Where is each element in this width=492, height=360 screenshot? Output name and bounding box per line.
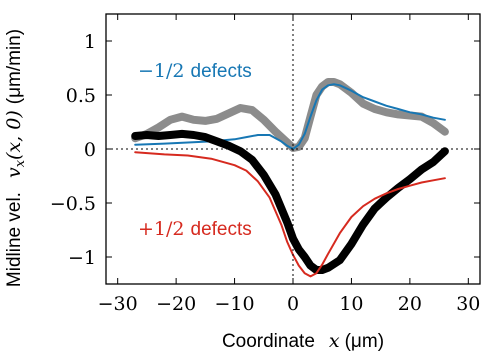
reference-lines [106, 14, 480, 284]
x-tick-label: −30 [98, 293, 138, 315]
annotation-minus-half-defects: −1/2 defects [138, 60, 252, 82]
y-tick-label: 1 [84, 31, 96, 53]
series-line-minus-half-experiment [131, 78, 449, 152]
annotation-minus-half-word: defects [191, 61, 252, 82]
axis-ticks: −30 −20 −10 0 10 20 30 −1 −0.5 0 0.5 1 [50, 14, 480, 315]
y-tick-label: −0.5 [50, 193, 96, 215]
series-line-minus-half-model [134, 83, 446, 150]
x-tick-label: 30 [456, 293, 480, 315]
series-layer [131, 78, 449, 278]
y-axis-label-args: (x, 0) [3, 110, 25, 160]
x-tick-label: −20 [156, 293, 196, 315]
y-axis-label-unit: (μm/min) [4, 29, 25, 104]
x-tick-label: 0 [287, 293, 299, 315]
annotation-plus-half-word: defects [191, 219, 252, 240]
series-line-plus-half-model [134, 151, 446, 278]
series-line-plus-half-experiment [131, 129, 449, 274]
y-tick-label: 0 [84, 139, 96, 161]
x-axis-label-text: Coordinate [222, 331, 315, 352]
x-tick-label: 20 [398, 293, 422, 315]
x-axis-label-math: x [329, 330, 340, 352]
annotation-plus-half-defects: +1/2 defects [138, 218, 252, 240]
x-tick-label: −10 [215, 293, 255, 315]
y-axis-label-math: v [3, 167, 25, 178]
x-axis-label: Coordinate x (μm) [222, 330, 384, 352]
annotation-minus-half-math: −1/2 [138, 60, 185, 82]
x-axis-label-unit: (μm) [345, 331, 384, 352]
y-axis-label-subscript: x [13, 159, 28, 167]
y-axis-label-text: Midline vel. [4, 192, 25, 287]
y-axis-label: Midline vel. vx(x, 0) (μm/min) [3, 29, 28, 287]
x-tick-label: 10 [339, 293, 363, 315]
y-tick-label: 0.5 [66, 85, 96, 107]
y-tick-label: −1 [68, 247, 96, 269]
annotation-plus-half-math: +1/2 [138, 218, 185, 240]
